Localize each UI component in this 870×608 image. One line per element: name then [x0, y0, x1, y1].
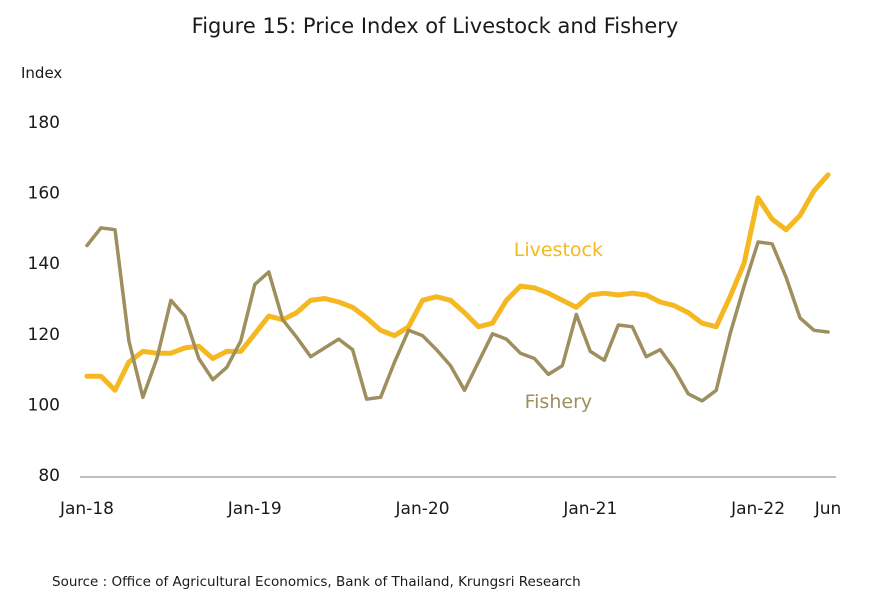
y-tick-label: 80: [38, 466, 60, 486]
y-tick-label: 180: [28, 113, 60, 133]
x-tick-label: Jun: [814, 499, 842, 519]
series-label-fishery: Fishery: [525, 391, 593, 413]
chart-title: Figure 15: Price Index of Livestock and …: [191, 14, 679, 38]
source-note: Source : Office of Agricultural Economic…: [52, 574, 581, 590]
y-axis-label: Index: [21, 64, 63, 82]
series-line-fishery: [85, 226, 830, 403]
x-tick-labels: Jan-18 Jan-19 Jan-20 Jan-21 Jan-22 Jun: [59, 499, 841, 519]
series-lines: [84, 172, 831, 403]
x-tick-label: Jan-22: [730, 499, 785, 519]
y-tick-label: 120: [28, 325, 60, 345]
x-tick-label: Jan-21: [562, 499, 617, 519]
series-annotations: Livestock Fishery: [514, 239, 603, 413]
y-tick-label: 160: [28, 184, 60, 204]
x-tick-label: Jan-20: [395, 499, 450, 519]
series-label-livestock: Livestock: [514, 239, 603, 261]
x-tick-label: Jan-18: [59, 499, 114, 519]
y-tick-label: 140: [28, 254, 60, 274]
x-tick-label: Jan-19: [227, 499, 282, 519]
series-line-livestock: [84, 172, 831, 393]
y-tick-label: 100: [28, 395, 60, 415]
y-tick-labels: 80 100 120 140 160 180: [28, 113, 60, 486]
